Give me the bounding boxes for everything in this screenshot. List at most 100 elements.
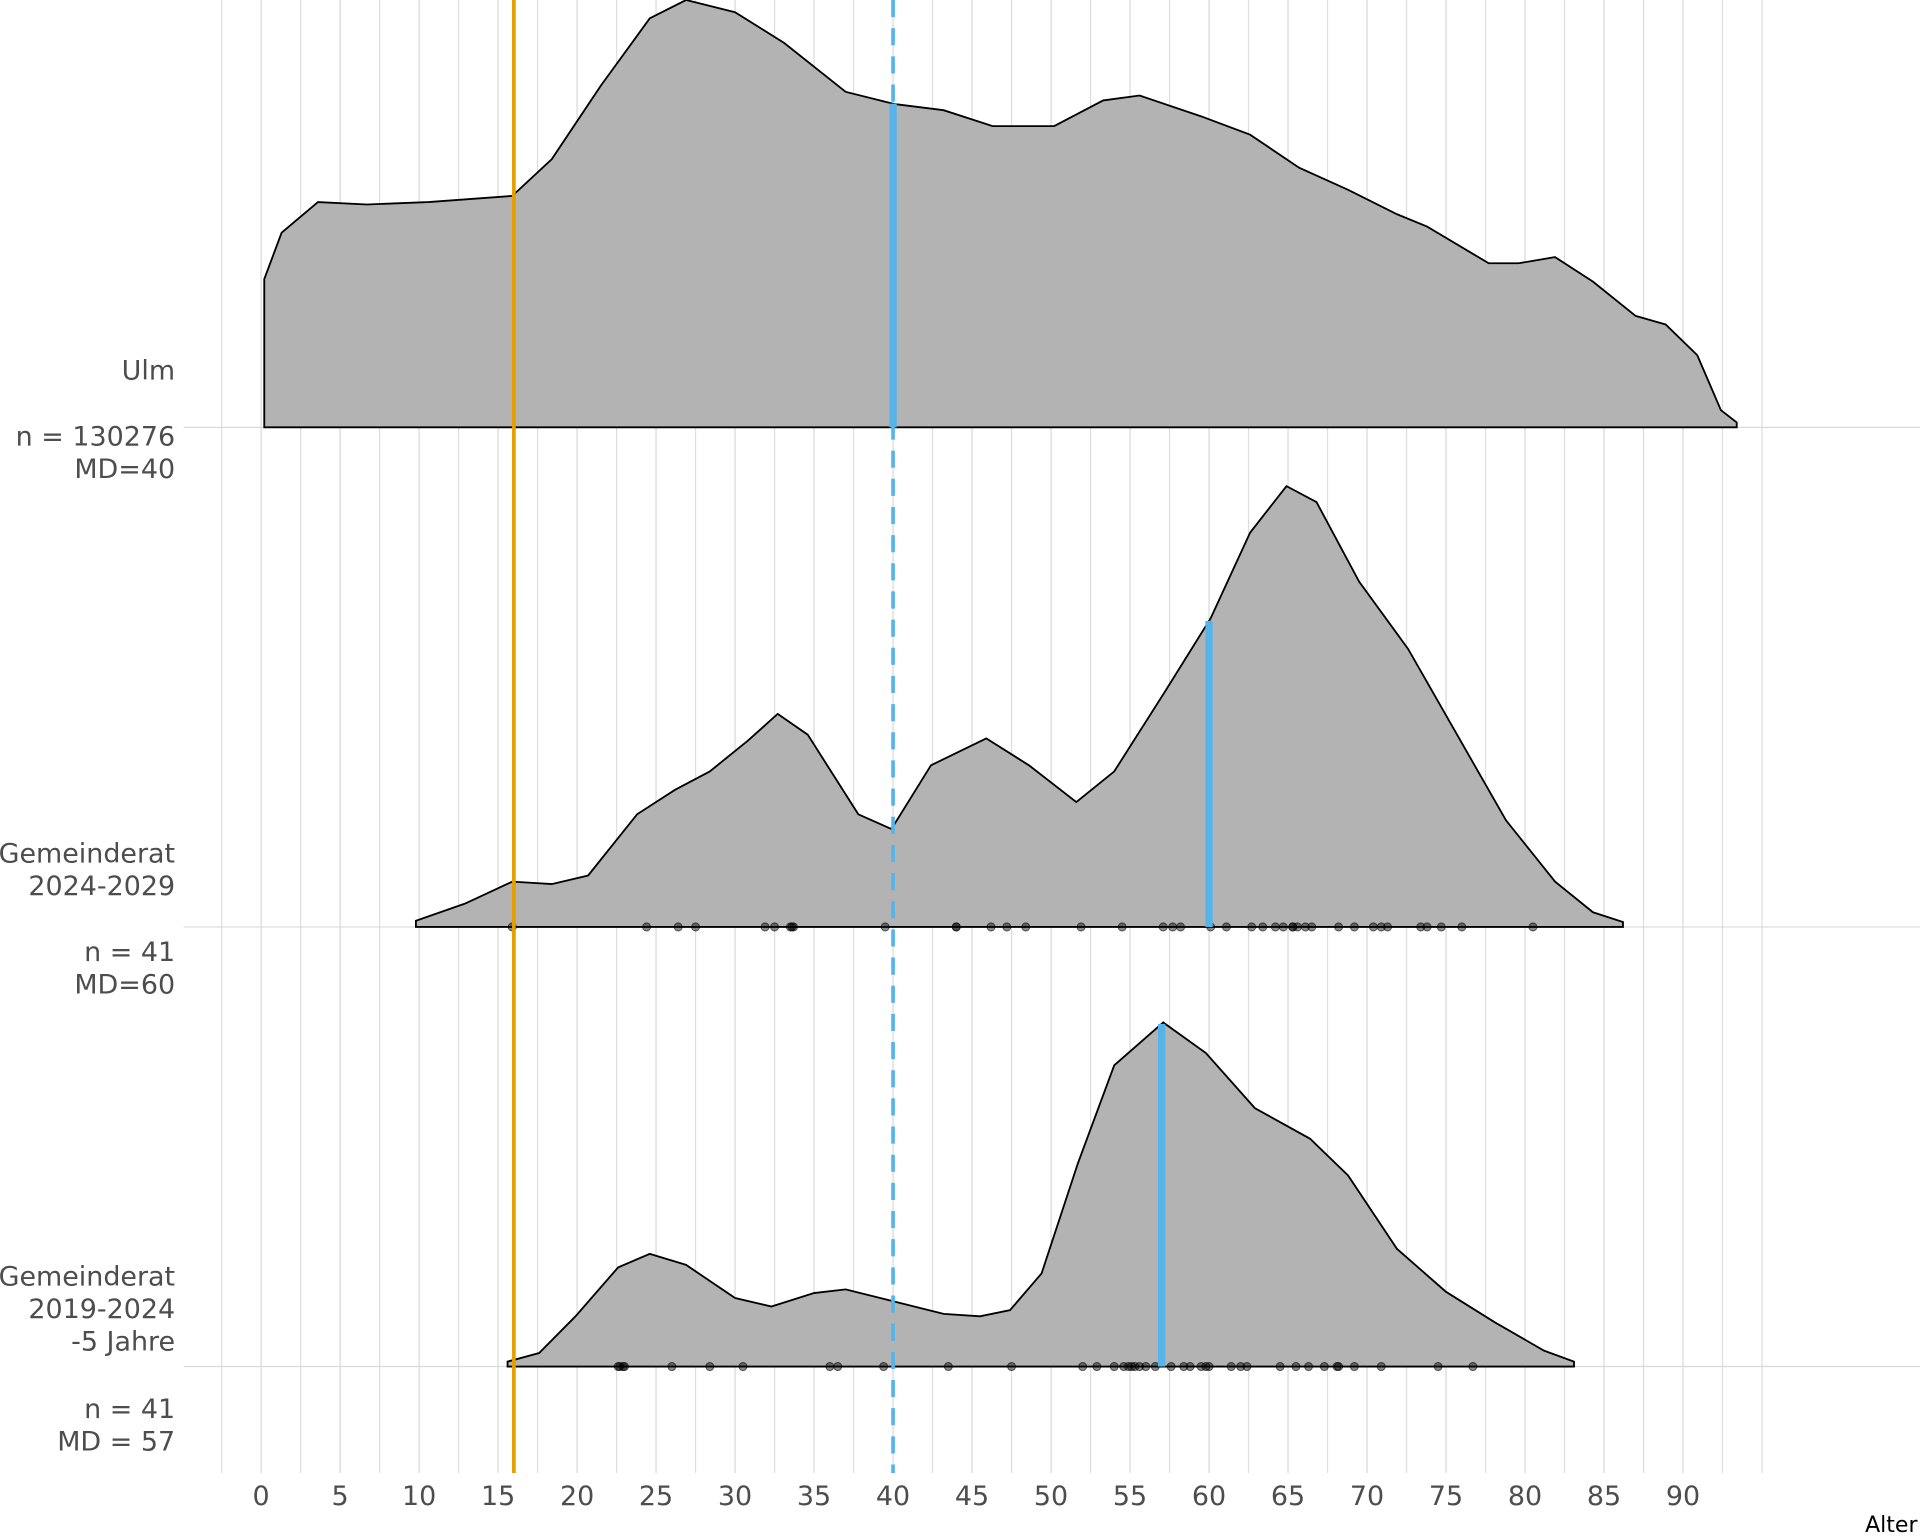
data-point bbox=[705, 1361, 715, 1372]
data-point bbox=[1168, 922, 1178, 932]
x-tick-label: 25 bbox=[639, 1481, 673, 1512]
data-point bbox=[1247, 922, 1257, 932]
data-point bbox=[615, 1361, 625, 1372]
data-point bbox=[1334, 1361, 1344, 1372]
data-point bbox=[1242, 1361, 1252, 1372]
data-point bbox=[1300, 922, 1310, 932]
data-point bbox=[770, 922, 780, 932]
density-area bbox=[263, 0, 1738, 429]
data-point bbox=[1201, 1361, 1211, 1372]
x-tick-label: 65 bbox=[1271, 1481, 1305, 1512]
data-point bbox=[1291, 1361, 1301, 1372]
data-point bbox=[951, 922, 961, 932]
x-tick-label: 85 bbox=[1587, 1481, 1621, 1512]
group-label: Gemeinderat bbox=[0, 839, 175, 870]
group-stats: MD=60 bbox=[74, 970, 175, 1001]
data-point bbox=[1376, 1361, 1386, 1372]
data-point bbox=[1185, 1361, 1195, 1372]
data-point bbox=[1078, 1361, 1088, 1372]
x-tick-label: 90 bbox=[1666, 1481, 1700, 1512]
group-label: 2019-2024 bbox=[28, 1294, 175, 1325]
x-tick-label: 60 bbox=[1192, 1481, 1226, 1512]
data-point bbox=[880, 922, 890, 932]
data-point bbox=[1179, 1361, 1189, 1372]
data-point bbox=[1349, 1361, 1359, 1372]
group-stats: MD = 57 bbox=[57, 1426, 175, 1457]
data-point bbox=[760, 922, 770, 932]
data-point bbox=[1278, 922, 1288, 932]
x-tick-label: 80 bbox=[1508, 1481, 1542, 1512]
data-point bbox=[1221, 922, 1231, 932]
group-label: Gemeinderat bbox=[0, 1262, 175, 1293]
data-point bbox=[1319, 1361, 1329, 1372]
data-point bbox=[1307, 922, 1317, 932]
data-point bbox=[1416, 922, 1426, 932]
data-point bbox=[879, 1361, 889, 1372]
data-point bbox=[1292, 922, 1303, 932]
data-point bbox=[1021, 922, 1031, 932]
data-point bbox=[1123, 1361, 1133, 1372]
data-point bbox=[833, 1361, 843, 1372]
data-point bbox=[1117, 922, 1127, 932]
x-tick-label: 30 bbox=[718, 1481, 752, 1512]
x-tick-label: 50 bbox=[1034, 1481, 1068, 1512]
data-point bbox=[1304, 1361, 1314, 1372]
data-point bbox=[1468, 1361, 1478, 1372]
group-stats: MD=40 bbox=[74, 454, 175, 485]
data-point bbox=[1376, 922, 1386, 932]
group-label: Ulm bbox=[122, 356, 175, 387]
data-point bbox=[642, 922, 652, 932]
data-point bbox=[691, 922, 701, 932]
data-point bbox=[738, 1361, 748, 1372]
x-tick-label: 55 bbox=[1113, 1481, 1147, 1512]
data-point bbox=[1258, 922, 1268, 932]
x-tick-label: 75 bbox=[1429, 1481, 1463, 1512]
data-point bbox=[986, 922, 996, 932]
data-point bbox=[1204, 1361, 1214, 1372]
data-point bbox=[1130, 1361, 1140, 1372]
data-point bbox=[1226, 1361, 1236, 1372]
x-axis-label: Alter bbox=[1865, 1513, 1918, 1536]
x-tick-label: 20 bbox=[560, 1481, 594, 1512]
group-label: 2024-2029 bbox=[28, 871, 175, 902]
data-point bbox=[673, 922, 683, 932]
data-point bbox=[1158, 922, 1168, 932]
x-tick-label: 35 bbox=[797, 1481, 831, 1512]
data-point bbox=[1109, 1361, 1119, 1372]
data-point bbox=[1076, 922, 1086, 932]
density-area bbox=[506, 1021, 1575, 1368]
group-stats: n = 130276 bbox=[16, 422, 176, 453]
x-tick-label: 5 bbox=[332, 1481, 349, 1512]
data-point bbox=[1176, 922, 1186, 932]
x-tick-label: 40 bbox=[876, 1481, 910, 1512]
data-point bbox=[667, 1361, 677, 1372]
x-tick-label: 10 bbox=[402, 1481, 436, 1512]
data-point bbox=[1007, 1361, 1017, 1372]
data-point bbox=[1002, 922, 1012, 932]
data-point bbox=[1270, 922, 1280, 932]
data-point bbox=[943, 1361, 953, 1372]
data-point bbox=[1141, 1361, 1151, 1372]
x-tick-label: 70 bbox=[1350, 1481, 1384, 1512]
density-area bbox=[415, 484, 1624, 928]
data-point bbox=[1166, 1361, 1176, 1372]
data-point bbox=[1349, 922, 1359, 932]
x-tick-label: 15 bbox=[481, 1481, 515, 1512]
data-point bbox=[825, 1361, 835, 1372]
data-point bbox=[1457, 922, 1467, 932]
x-tick-label: 0 bbox=[253, 1481, 270, 1512]
group-label: -5 Jahre bbox=[71, 1327, 175, 1358]
data-point bbox=[1436, 922, 1446, 932]
x-tick-label: 45 bbox=[955, 1481, 989, 1512]
data-point bbox=[1236, 1361, 1246, 1372]
data-point bbox=[1334, 922, 1344, 932]
group-stats: n = 41 bbox=[84, 937, 175, 968]
data-point bbox=[619, 1361, 630, 1372]
data-point bbox=[1383, 922, 1393, 932]
data-point bbox=[1422, 922, 1432, 932]
data-point bbox=[1433, 1361, 1443, 1372]
data-point bbox=[1092, 1361, 1102, 1372]
data-point bbox=[1134, 1361, 1145, 1372]
data-point bbox=[1288, 922, 1298, 932]
